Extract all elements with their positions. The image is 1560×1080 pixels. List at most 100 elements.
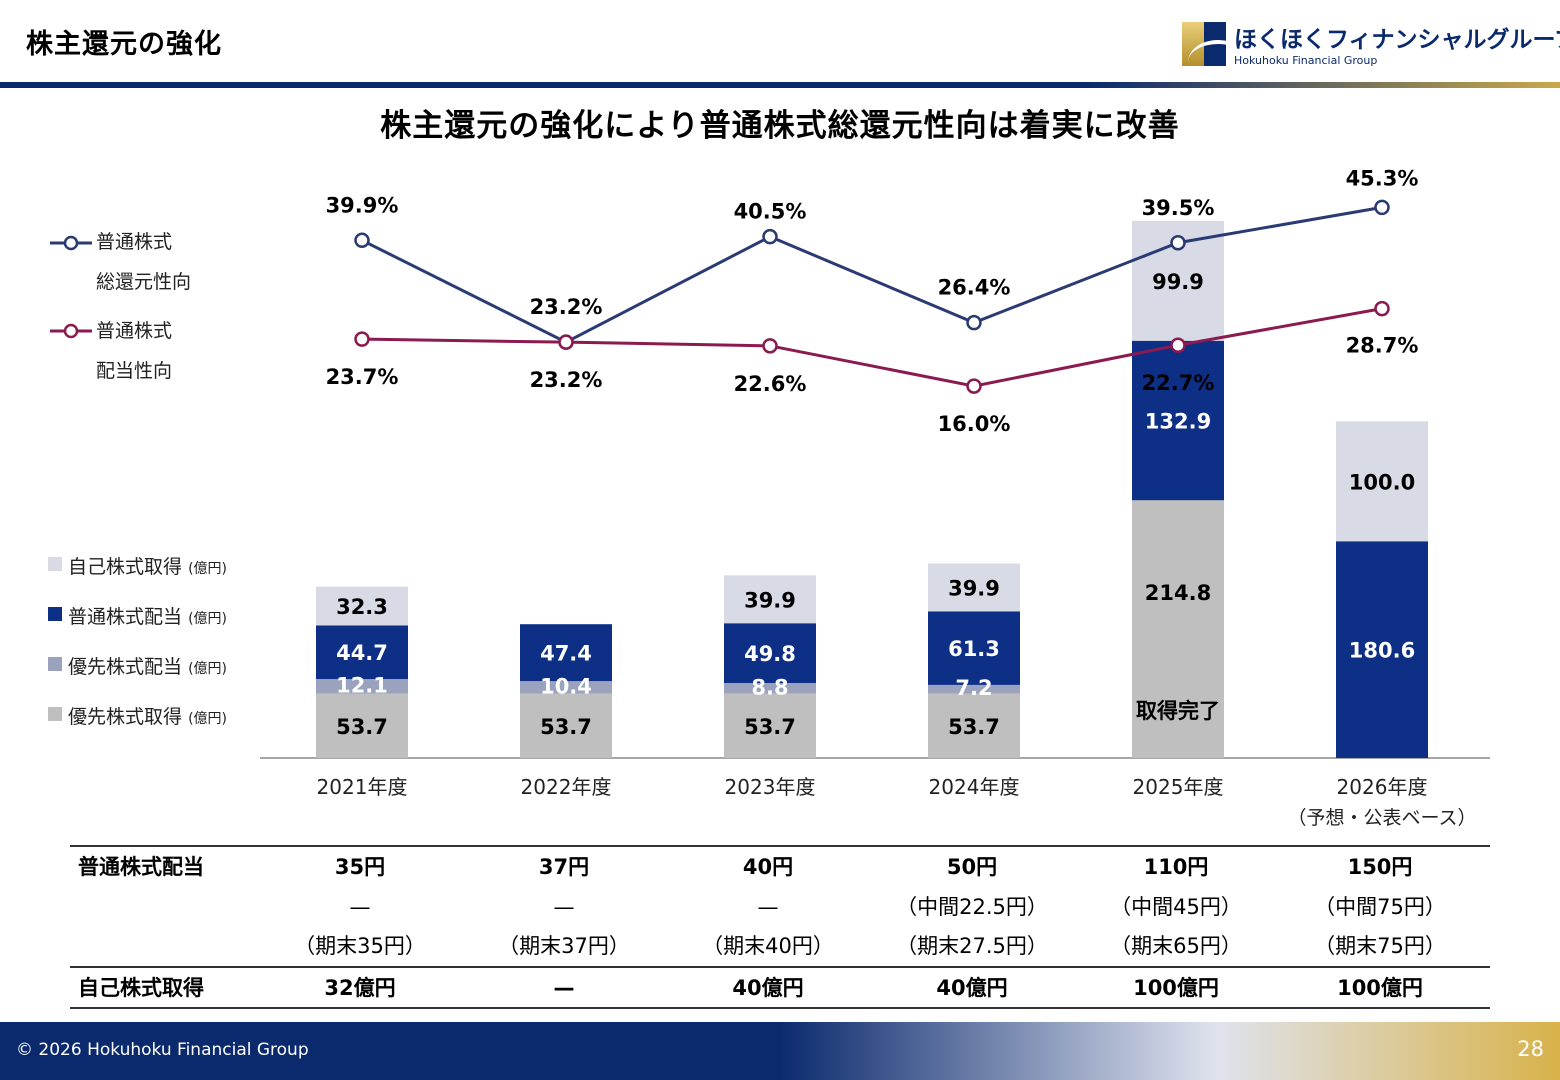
bar-value-label: 44.7: [336, 641, 388, 665]
x-tick-label: 2022年度: [521, 775, 612, 799]
slide-title: 株主還元の強化により普通株式総還元性向は着実に改善: [380, 108, 1180, 144]
logo-english-name: Hokuhoku Financial Group: [1234, 54, 1378, 67]
legend-dividend-payout: 普通株式 配当性向: [96, 311, 172, 391]
bar-value-label: 7.2: [955, 676, 992, 700]
dividend-payout-line-point: [558, 334, 574, 350]
table-top-rule: [70, 845, 1490, 847]
x-tick-label: 2024年度: [929, 775, 1020, 799]
table-cell: —: [757, 895, 779, 919]
table-cell: —: [349, 895, 371, 919]
table-cell: 110円: [1143, 855, 1209, 879]
total-payout-label: 26.4%: [938, 276, 1011, 300]
dividend-payout-label: 28.7%: [1346, 334, 1419, 358]
bar-value-label: 214.8: [1145, 581, 1211, 605]
bar-segment-buyback: [928, 563, 1020, 612]
bar-value-label: 10.4: [540, 674, 592, 698]
legend-dividend-line1: 普通株式: [96, 320, 173, 342]
table-cell: 40円: [742, 855, 794, 879]
bar-segment-preferred-dividend: [520, 681, 612, 694]
bar-value-label: 53.7: [744, 715, 796, 739]
total-payout-label: 45.3%: [1346, 166, 1419, 190]
x-tick-label: 2023年度: [725, 775, 816, 799]
bar-value-label: 53.7: [540, 715, 592, 739]
x-tick-sublabel: （予想・公表ベース）: [1287, 807, 1476, 829]
bar-segment-common-dividend: [724, 623, 816, 683]
shareholder-return-chart: 53.7 12.1 44.7 32.3 2021年度 53.7 10.4 47.4 2022年度…: [260, 166, 1490, 829]
table-cell: 35円: [334, 855, 386, 879]
bar-segment-common-dividend: [316, 625, 408, 680]
bar-value-label: 180.6: [1349, 639, 1415, 663]
footer-bar: © 2026 Hokuhoku Financial Group 28: [0, 1022, 1560, 1080]
dividend-payout-label: 23.2%: [530, 368, 603, 392]
bar-value-label: 100.0: [1349, 470, 1415, 494]
bar-value-label: 32.3: [336, 595, 388, 619]
total-payout-label: 40.5%: [734, 200, 807, 224]
legend-total-payout: 普通株式 総還元性向: [96, 222, 191, 302]
dividend-payout-label: 22.6%: [734, 372, 807, 396]
legend-common-dividend: 普通株式配当 (億円): [68, 606, 227, 628]
dividend-payout-line-point: [762, 338, 778, 354]
total-payout-line-point: [1374, 199, 1390, 216]
table-mid-rule: [70, 966, 1490, 968]
legend-buyback-swatch: [48, 557, 62, 571]
x-tick-label: 2025年度: [1133, 775, 1224, 799]
total-payout-label: 23.2%: [530, 295, 603, 319]
dividend-payout-label: 16.0%: [938, 412, 1011, 436]
table-row-year-end: （期末35円） （期末37円） （期末40円） （期末27.5円） （期末65円…: [70, 926, 1490, 966]
dividend-payout-line-point: [1374, 300, 1390, 317]
x-tick-label: 2021年度: [317, 775, 408, 799]
bar-segment-buyback: [1336, 421, 1428, 542]
bar-segment-preferred-acquisition: [724, 693, 816, 758]
bar-value-label: 99.9: [1152, 270, 1204, 294]
bar-annotation: 取得完了: [1136, 699, 1220, 723]
table-cell: 150円: [1347, 855, 1413, 879]
page-header-title: 株主還元の強化: [26, 29, 222, 60]
total-payout-line-point: [762, 228, 778, 245]
total-payout-label: 39.9%: [326, 193, 399, 217]
legend-common-dividend-swatch: [48, 607, 62, 621]
table-cell: （期末35円）: [294, 934, 426, 958]
bar-value-label: 53.7: [948, 715, 1000, 739]
bar-value-label: 39.9: [744, 588, 796, 612]
bar-segment-preferred-dividend: [928, 684, 1020, 694]
bar-segment-preferred-dividend: [316, 679, 408, 694]
bar-segment-preferred-acquisition: [1132, 500, 1224, 758]
dividend-payout-line-point: [966, 378, 982, 394]
dividend-payout-label: 22.7%: [1142, 371, 1215, 395]
bar-value-label: 12.1: [336, 673, 388, 697]
table-cell: —: [553, 895, 575, 919]
logo-japanese-name: ほくほくフィナンシャルグループ: [1234, 27, 1560, 53]
total-payout-line-point: [354, 232, 370, 249]
legend-total-marker: [50, 235, 92, 251]
legend-preferred-dividend: 優先株式配当 (億円): [68, 656, 227, 678]
table-cell: 40億円: [732, 976, 804, 1000]
line-legend-markers: [50, 235, 92, 339]
dividend-payout-line-point: [354, 331, 370, 347]
bar-value-label: 47.4: [540, 642, 592, 666]
company-logo: ほくほくフィナンシャルグループ Hokuhoku Financial Group: [1182, 20, 1560, 70]
legend-total-line1: 普通株式: [96, 231, 173, 253]
dividend-payout-label: 23.7%: [326, 365, 399, 389]
table-cell: 37円: [538, 855, 590, 879]
legend-preferred-acquisition: 優先株式取得 (億円): [68, 706, 227, 728]
table-cell: （期末75円）: [1314, 934, 1446, 958]
table-cell: （期末65円）: [1110, 934, 1242, 958]
page-number: 28: [1517, 1037, 1544, 1061]
dividend-payout-line-point: [1170, 337, 1186, 353]
bar-segment-common-dividend: [1132, 340, 1224, 501]
table-row-common-dividend: 普通株式配当 35円 37円 40円 50円 110円 150円: [70, 847, 1490, 887]
header-divider: [0, 82, 1560, 88]
total-payout-line-point: [966, 314, 982, 331]
table-bottom-rule: [70, 1007, 1490, 1009]
legend-buyback: 自己株式取得 (億円): [68, 556, 227, 578]
bar-value-label: 8.8: [751, 675, 788, 699]
bar-segment-preferred-dividend: [724, 683, 816, 694]
footer-copyright: © 2026 Hokuhoku Financial Group: [16, 1040, 309, 1060]
total-payout-line-point: [1170, 235, 1186, 251]
table-row-head: 普通株式配当: [78, 855, 204, 879]
total-payout-line: [361, 205, 1383, 344]
legend-dividend-marker: [50, 323, 92, 339]
table-cell: （期末27.5円）: [896, 934, 1048, 958]
dividend-payout-line: [361, 307, 1383, 388]
bar-segment-preferred-acquisition: [316, 693, 408, 758]
